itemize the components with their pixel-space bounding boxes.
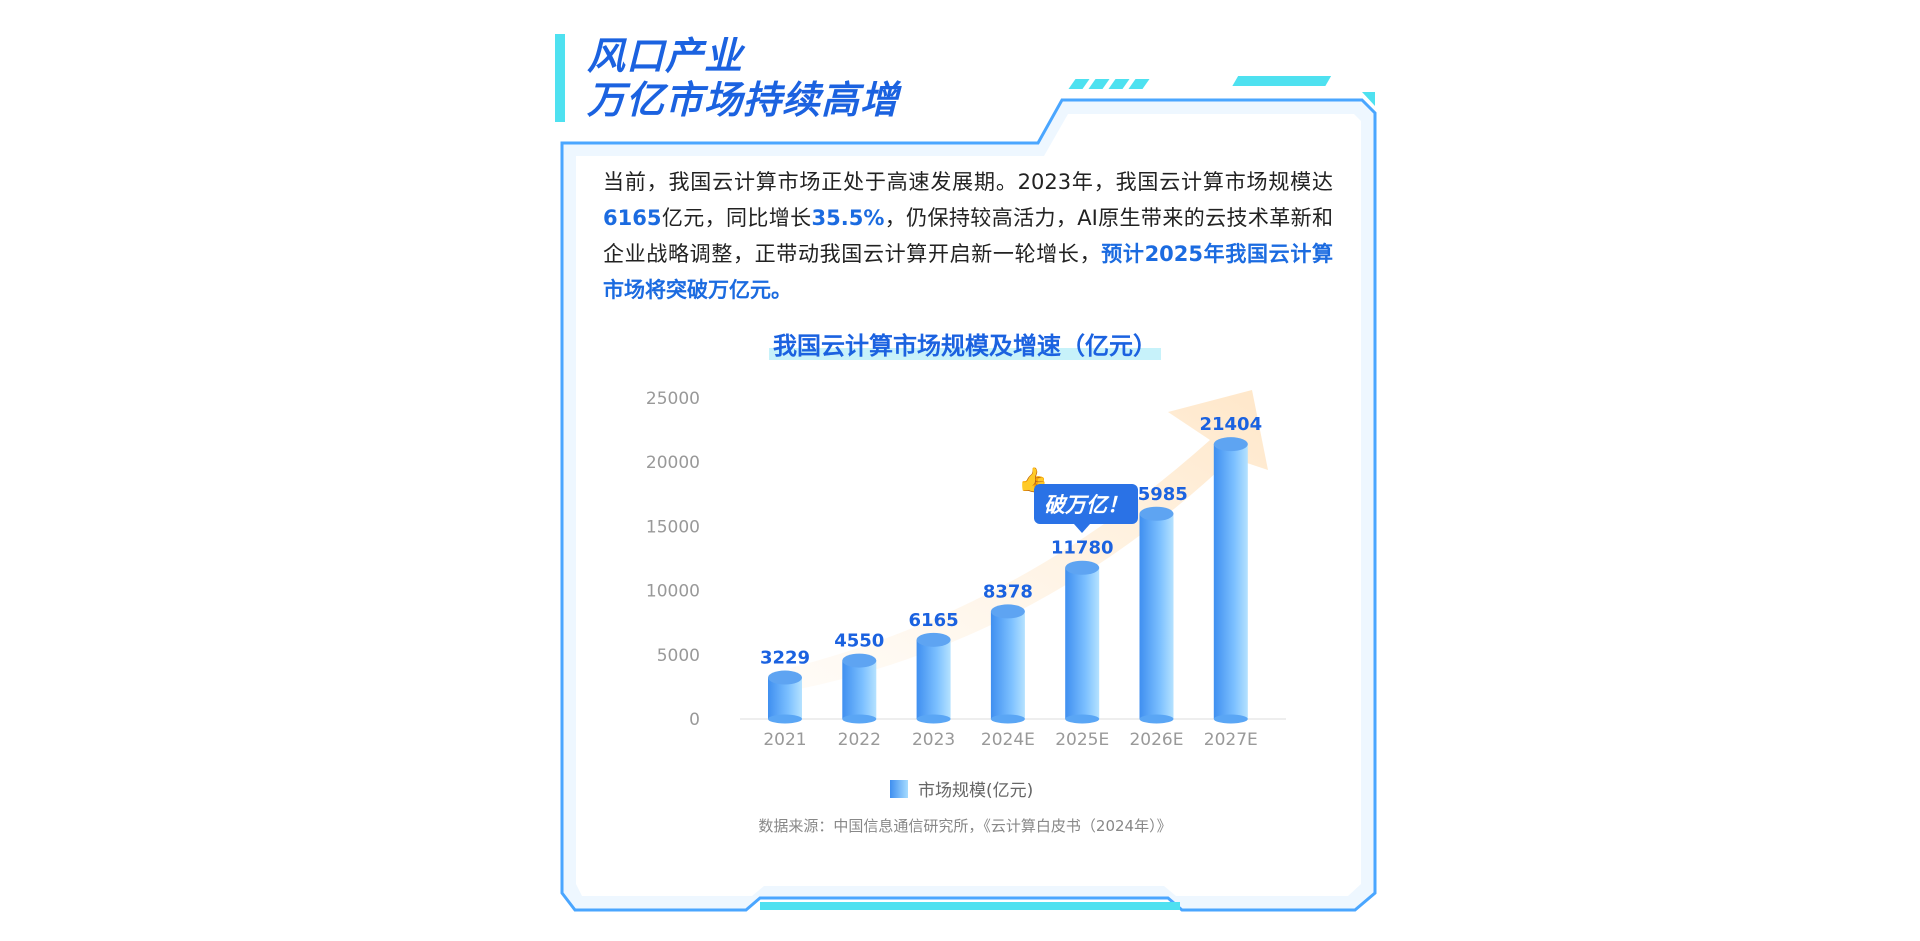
bar-cap (842, 653, 877, 668)
y-tick-label: 0 (689, 710, 700, 730)
bar-body (990, 611, 1025, 719)
milestone-badge: 破万亿！ (1034, 484, 1138, 533)
bar-cap (1213, 437, 1248, 452)
y-tick-label: 25000 (646, 389, 700, 409)
intro-value-growth: 35.5% (811, 206, 885, 230)
bar-2026E (1139, 506, 1174, 724)
bar-cap (768, 670, 802, 685)
chart-title: 我国云计算市场规模及增速（亿元） (660, 326, 1270, 361)
chart-legend: 市场规模(亿元) (890, 776, 1033, 801)
bar-base (916, 714, 951, 724)
intro-text-3: ，仍保持较高活力，AI原生带来的云技术革新和企业战略调整，正带动我国云计算开启新… (603, 206, 1334, 266)
x-tick-label: 2026E (1129, 730, 1183, 750)
data-label: 6165 (909, 610, 959, 631)
bar-2024E (990, 604, 1025, 724)
legend-swatch (890, 779, 908, 798)
y-tick-label: 20000 (646, 453, 700, 473)
x-tick-label: 2022 (838, 730, 881, 750)
intro-value-market-size: 6165 (603, 206, 662, 230)
bar-base (1139, 714, 1174, 724)
bar-cap (916, 632, 951, 647)
intro-paragraph: 当前，我国云计算市场正处于高速发展期。2023年，我国云计算市场规模达 6165亿… (603, 164, 1333, 308)
bar-cap (990, 604, 1025, 619)
bar-body (842, 660, 877, 719)
x-tick-label: 2024E (981, 730, 1035, 750)
data-label: 4550 (834, 631, 884, 652)
bar-2027E (1213, 437, 1248, 724)
bar-cap (1139, 506, 1174, 521)
bar-base (990, 714, 1025, 724)
bar-base (1065, 714, 1100, 724)
x-tick-label: 2023 (912, 730, 955, 750)
bar-body (1065, 567, 1100, 719)
headline-line2: 万亿市场持续高增 (587, 78, 900, 122)
data-label: 3229 (760, 648, 810, 669)
y-tick-label: 15000 (646, 517, 700, 537)
data-label: 8378 (983, 581, 1033, 602)
intro-forecast: 预计2025年我国云计算市场将突破万亿元。 (603, 242, 1333, 302)
intro-text-1: 当前，我国云计算市场正处于高速发展期。2023年，我国云计算市场规模达 (603, 170, 1333, 194)
bar-body (1139, 513, 1174, 719)
legend-label: 市场规模(亿元) (918, 781, 1034, 801)
bar-2022 (842, 653, 877, 724)
bar-base (768, 714, 802, 724)
x-tick-label: 2021 (763, 730, 806, 750)
data-label: 11780 (1051, 538, 1114, 559)
bar-2025E (1065, 560, 1100, 724)
bar-base (842, 714, 877, 724)
trend-arrow (790, 390, 1268, 690)
y-tick-label: 5000 (657, 646, 700, 666)
bar-2021 (768, 670, 802, 724)
bar-base (1213, 714, 1248, 724)
bar-cap (1065, 560, 1100, 575)
x-tick-label: 2025E (1055, 730, 1109, 750)
headline: 风口产业 万亿市场持续高增 (555, 34, 899, 122)
intro-text-2: 亿元，同比增长 (661, 206, 812, 230)
bar-body (1213, 444, 1248, 719)
data-label: 21404 (1199, 414, 1262, 435)
y-tick-label: 10000 (646, 582, 700, 602)
data-source: 数据来源：中国信息通信研究所，《云计算白皮书（2024年）》 (758, 817, 1172, 835)
x-tick-label: 2027E (1204, 730, 1258, 750)
data-label: 15985 (1125, 484, 1188, 505)
bar-body (916, 639, 951, 719)
bar-2023 (916, 632, 951, 724)
headline-line1: 风口产业 (587, 34, 744, 78)
